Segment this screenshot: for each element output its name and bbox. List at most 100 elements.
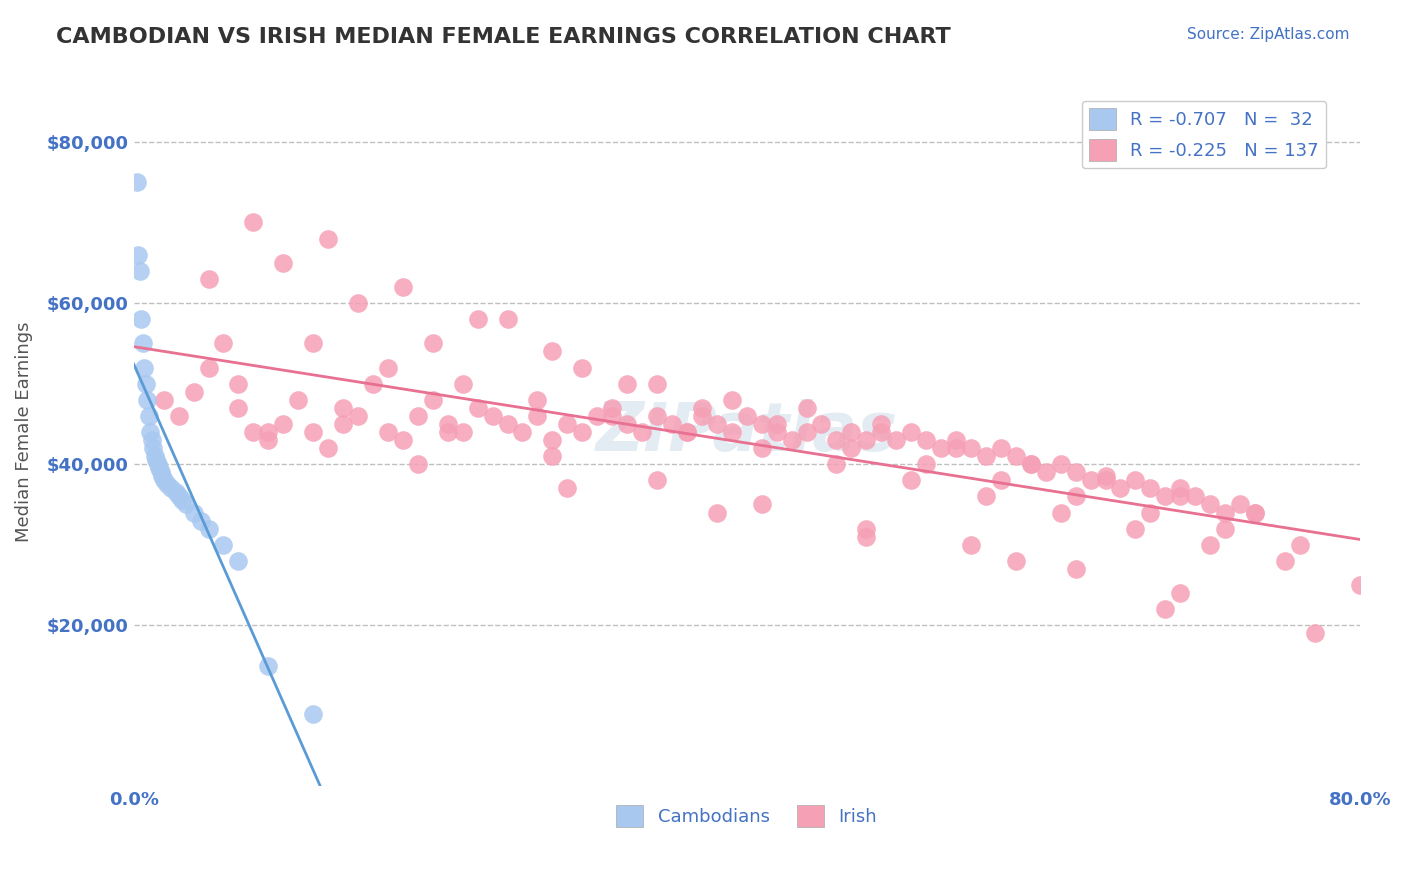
Point [242, 215, 264, 229]
Text: Source: ZipAtlas.com: Source: ZipAtlas.com [1187, 27, 1350, 42]
Point [1168, 481, 1191, 495]
Point [720, 392, 742, 407]
Point [1094, 469, 1116, 483]
Point [1168, 586, 1191, 600]
Point [436, 425, 458, 439]
Point [152, 392, 174, 407]
Point [451, 425, 474, 439]
Point [1168, 490, 1191, 504]
Point [467, 401, 489, 415]
Point [481, 409, 503, 423]
Point [600, 409, 623, 423]
Point [135, 376, 157, 391]
Point [960, 441, 983, 455]
Point [422, 336, 444, 351]
Point [690, 409, 713, 423]
Point [645, 473, 668, 487]
Point [152, 473, 174, 487]
Point [165, 485, 187, 500]
Point [197, 360, 219, 375]
Point [436, 417, 458, 431]
Point [929, 441, 952, 455]
Point [571, 425, 593, 439]
Point [900, 425, 922, 439]
Point [1213, 506, 1236, 520]
Point [145, 453, 167, 467]
Point [406, 457, 429, 471]
Point [160, 481, 183, 495]
Point [271, 256, 294, 270]
Point [422, 392, 444, 407]
Point [212, 538, 235, 552]
Point [1213, 522, 1236, 536]
Point [555, 481, 578, 495]
Point [945, 433, 967, 447]
Point [1274, 554, 1296, 568]
Point [302, 336, 325, 351]
Point [347, 296, 370, 310]
Point [302, 425, 325, 439]
Point [1109, 481, 1132, 495]
Point [841, 425, 863, 439]
Point [302, 706, 325, 721]
Point [616, 376, 638, 391]
Point [1199, 538, 1222, 552]
Point [287, 392, 309, 407]
Point [406, 409, 429, 423]
Point [645, 376, 668, 391]
Point [148, 461, 170, 475]
Point [825, 457, 848, 471]
Point [1139, 506, 1161, 520]
Point [1035, 465, 1057, 479]
Point [751, 417, 773, 431]
Point [990, 441, 1012, 455]
Point [467, 312, 489, 326]
Point [332, 417, 354, 431]
Point [1229, 498, 1251, 512]
Point [706, 506, 728, 520]
Point [1049, 457, 1071, 471]
Point [377, 360, 399, 375]
Point [706, 417, 728, 431]
Point [780, 433, 803, 447]
Point [541, 449, 564, 463]
Point [915, 457, 938, 471]
Point [347, 409, 370, 423]
Point [1125, 522, 1147, 536]
Point [915, 433, 938, 447]
Point [129, 312, 152, 326]
Point [496, 312, 519, 326]
Point [765, 417, 787, 431]
Point [149, 465, 172, 479]
Point [1064, 465, 1087, 479]
Point [796, 425, 818, 439]
Y-axis label: Median Female Earnings: Median Female Earnings [15, 322, 32, 542]
Point [1019, 457, 1042, 471]
Text: CAMBODIAN VS IRISH MEDIAN FEMALE EARNINGS CORRELATION CHART: CAMBODIAN VS IRISH MEDIAN FEMALE EARNING… [56, 27, 950, 46]
Point [1289, 538, 1312, 552]
Point [316, 231, 339, 245]
Point [134, 360, 156, 375]
Point [228, 376, 250, 391]
Point [1199, 498, 1222, 512]
Point [139, 425, 162, 439]
Point [167, 490, 190, 504]
Point [974, 490, 997, 504]
Point [1184, 490, 1206, 504]
Point [541, 433, 564, 447]
Point [1303, 626, 1326, 640]
Point [676, 425, 699, 439]
Point [616, 417, 638, 431]
Point [555, 417, 578, 431]
Point [586, 409, 609, 423]
Point [1244, 506, 1267, 520]
Point [974, 449, 997, 463]
Point [183, 384, 205, 399]
Point [1064, 490, 1087, 504]
Point [690, 401, 713, 415]
Point [960, 538, 983, 552]
Point [751, 441, 773, 455]
Point [228, 554, 250, 568]
Point [945, 441, 967, 455]
Point [271, 417, 294, 431]
